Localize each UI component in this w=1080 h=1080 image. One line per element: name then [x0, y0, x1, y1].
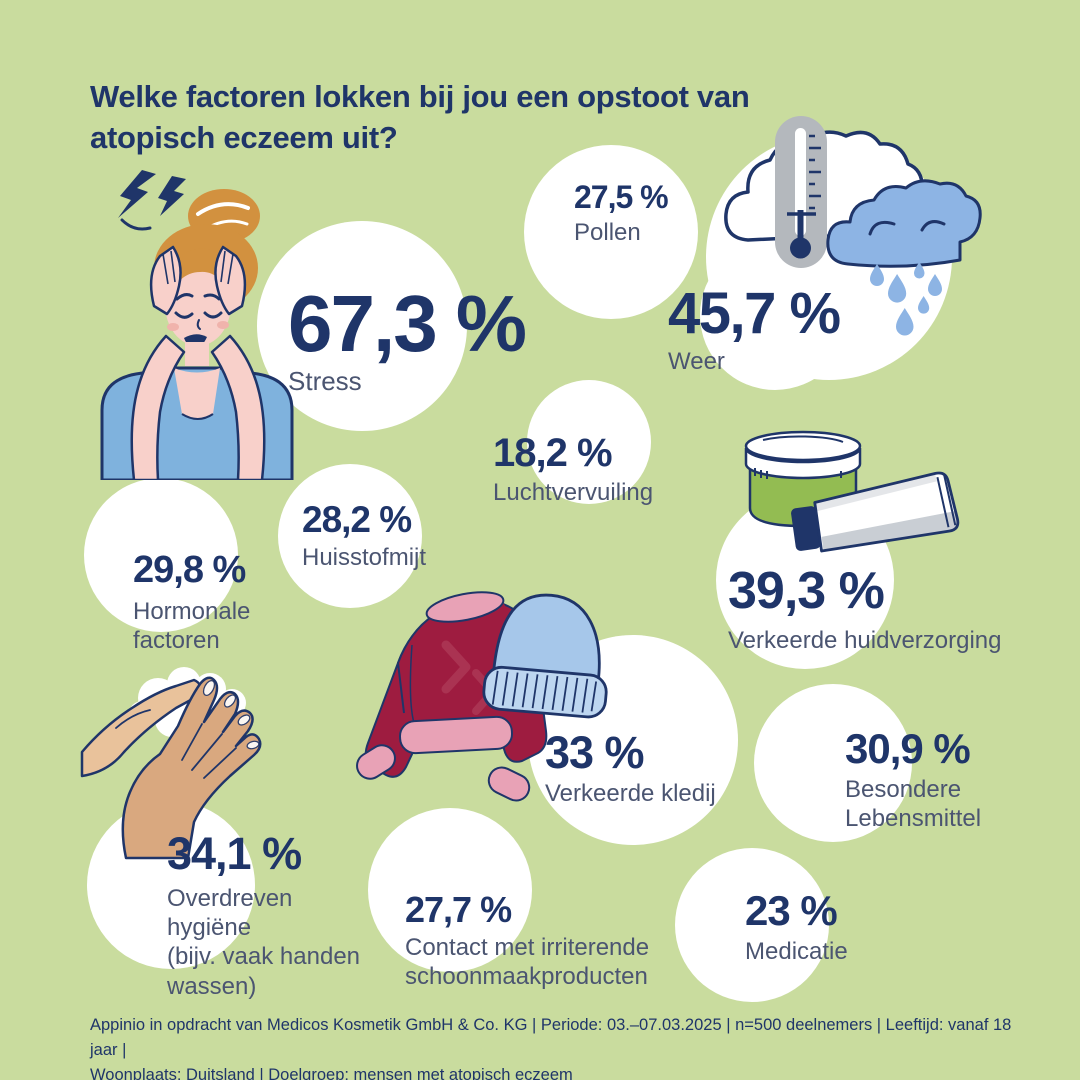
factor-overdreven-hygiene-label: Overdreven hygiëne (bijv. vaak handen wa…: [167, 884, 361, 1000]
factor-huisstofmijt: 28,2 % Huisstofmijt: [302, 499, 427, 572]
bubble-stress: [257, 221, 467, 431]
page-title: Welke factoren lokken bij jou een opstoo…: [90, 76, 750, 158]
factor-verkeerde-kledij-label: Verkeerde kledij: [545, 779, 716, 807]
factor-pollen-value: 27,5 %: [574, 179, 669, 215]
factor-luchtvervuiling: 18,2 % Luchtvervuiling: [493, 431, 654, 507]
bubble-huisstofmijt: [278, 464, 422, 608]
page-title-line1: Welke factoren lokken bij jou een opstoo…: [90, 79, 750, 114]
factor-besondere-lebensmittel-label: Besondere Lebensmittel: [845, 775, 982, 833]
factor-hormonale-factoren-value: 29,8 %: [133, 549, 246, 591]
factor-overdreven-hygiene-value: 34,1 %: [167, 828, 302, 879]
factor-schoonmaakproducten-label: Contact met irriterende schoonmaakproduc…: [405, 934, 650, 991]
factor-pollen: 27,5 % Pollen: [574, 179, 669, 248]
factor-medicatie-label: Medicatie: [745, 937, 848, 965]
factor-weer-value: 45,7 %: [668, 281, 841, 346]
bubble-weer-small: [700, 240, 850, 390]
stressed-person-illustration: [100, 189, 294, 480]
skincare-products-icon: [744, 430, 960, 553]
factor-stress: 67,3 % Stress: [288, 279, 527, 398]
source-note-line2: Woonplaats: Duitsland | Doelgroep: mense…: [90, 1065, 573, 1080]
bubble-hormonale: [84, 478, 238, 632]
factor-weer: 45,7 % Weer: [668, 281, 841, 376]
factor-huisstofmijt-value: 28,2 %: [302, 499, 412, 540]
factor-schoonmaakproducten-value: 27,7 %: [405, 889, 512, 930]
bubble-medicatie: [675, 848, 829, 1002]
page-title-line2: atopisch eczeem uit?: [90, 120, 398, 155]
factor-luchtvervuiling-label: Luchtvervuiling: [493, 479, 654, 506]
factor-hormonale-factoren: 29,8 % Hormonale factoren: [133, 549, 251, 656]
factor-verkeerde-kledij: 33 % Verkeerde kledij: [545, 727, 716, 808]
bubble-schoonmaak: [368, 808, 532, 972]
factor-verkeerde-kledij-value: 33 %: [545, 727, 645, 778]
sweater-beanie-icon: [356, 591, 608, 802]
factor-verkeerde-huidverzorging-value: 39,3 %: [728, 562, 885, 620]
bubble-lebensmittel: [754, 684, 912, 842]
factor-besondere-lebensmittel-value: 30,9 %: [845, 725, 971, 772]
source-note: Appinio in opdracht van Medicos Kosmetik…: [90, 1013, 1030, 1080]
factor-besondere-lebensmittel: 30,9 % Besondere Lebensmittel: [845, 725, 982, 833]
source-note-line1: Appinio in opdracht van Medicos Kosmetik…: [90, 1016, 1012, 1059]
factor-medicatie-value: 23 %: [745, 887, 838, 934]
factor-verkeerde-huidverzorging: 39,3 % Verkeerde huidverzorging: [728, 562, 1002, 656]
factor-weer-label: Weer: [668, 348, 725, 376]
bubble-pollen: [524, 145, 698, 319]
stress-lightning-icon: [118, 170, 186, 231]
factor-pollen-label: Pollen: [574, 219, 641, 247]
factor-stress-value: 67,3 %: [288, 279, 527, 368]
bubble-luchtvervuiling: [527, 380, 651, 504]
weather-thermometer-rain-icon: [724, 116, 982, 336]
factor-stress-label: Stress: [288, 366, 362, 396]
factor-schoonmaakproducten: 27,7 % Contact met irriterende schoonmaa…: [405, 889, 650, 992]
factor-overdreven-hygiene: 34,1 % Overdreven hygiëne (bijv. vaak ha…: [167, 828, 361, 1001]
factor-medicatie: 23 % Medicatie: [745, 887, 848, 966]
factor-verkeerde-huidverzorging-label: Verkeerde huidverzorging: [728, 627, 1002, 655]
factor-luchtvervuiling-value: 18,2 %: [493, 431, 613, 475]
factor-hormonale-factoren-label: Hormonale factoren: [133, 598, 251, 655]
factor-huisstofmijt-label: Huisstofmijt: [302, 544, 427, 572]
handwashing-icon: [80, 667, 262, 860]
